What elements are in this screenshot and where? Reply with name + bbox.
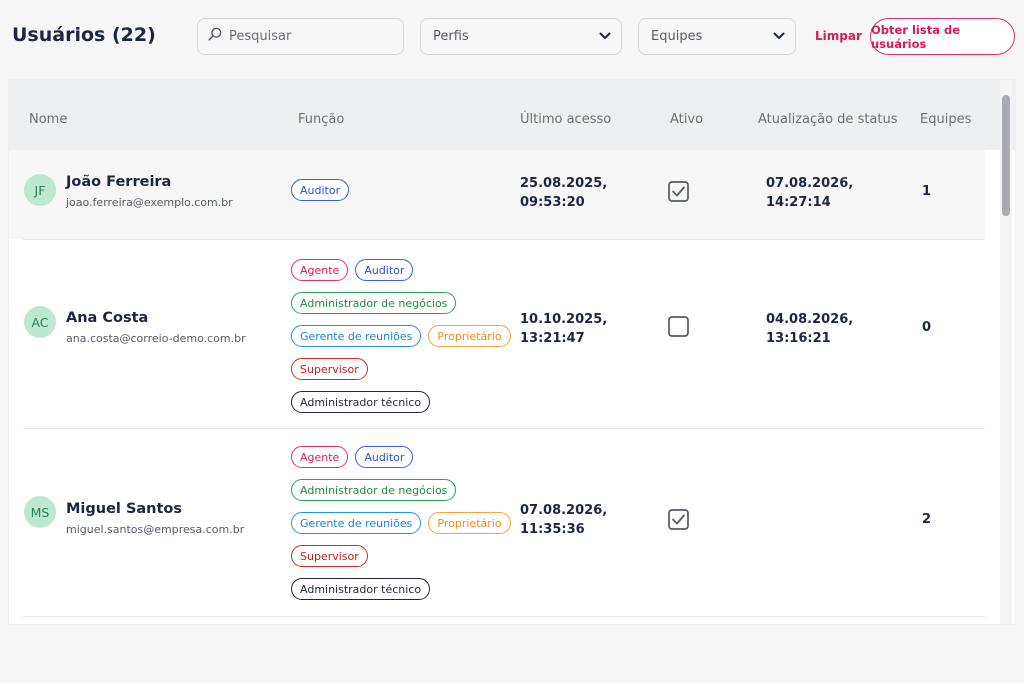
table-row[interactable]: MS Miguel Santos miguel.santos@empresa.c… [9, 429, 985, 616]
clear-filters-link[interactable]: Limpar [815, 29, 862, 43]
role-tag-supervisor: Supervisor [291, 358, 368, 380]
column-header-status-update[interactable]: Atualização de status [758, 112, 898, 127]
user-email: ana.costa@correio-demo.com.br [66, 332, 246, 345]
last-access-time: 13:21:47 [520, 331, 585, 346]
status-update-time: 14:27:14 [766, 195, 831, 210]
last-access-date: 25.08.2025, [520, 176, 608, 191]
row-divider [23, 616, 985, 617]
role-tag-business-admin: Administrador de negócios [291, 479, 457, 501]
role-tag-auditor: Auditor [355, 259, 414, 281]
status-update-date: 07.08.2026, [766, 176, 854, 191]
table-row[interactable]: JF João Ferreira joao.ferreira@exemplo.c… [9, 150, 985, 239]
toolbar: Usuários (22) Perfis Equipes Limpar Obte… [0, 0, 1024, 72]
last-access-date: 10.10.2025, [520, 312, 608, 327]
last-access: 07.08.2026, 11:35:36 [520, 501, 607, 539]
role-tag-owner: Proprietário [428, 325, 511, 347]
user-email: miguel.santos@empresa.com.br [66, 523, 245, 536]
role-tag-tech-admin: Administrador técnico [291, 391, 431, 413]
row-divider [23, 239, 985, 240]
user-email: joao.ferreira@exemplo.com.br [66, 196, 233, 209]
teams-count: 0 [922, 320, 932, 335]
role-tag-meeting-manager: Gerente de reuniões [291, 325, 422, 347]
role-tag-agente: Agente [291, 259, 349, 281]
user-name: Miguel Santos [66, 501, 183, 517]
avatar: MS [24, 496, 56, 528]
role-tag-tech-admin: Administrador técnico [291, 578, 431, 600]
role-tag-auditor: Auditor [291, 179, 350, 201]
table-header: Nome Função Último acesso Ativo Atualiza… [9, 80, 1015, 150]
last-access-time: 09:53:20 [520, 195, 585, 210]
avatar: AC [24, 306, 56, 338]
checkbox-checked-icon[interactable] [668, 509, 689, 530]
role-tag-agente: Agente [291, 446, 349, 468]
role-tags: Agente Auditor Administrador de negócios… [291, 259, 511, 424]
avatar: JF [24, 174, 56, 206]
users-table: Nome Função Último acesso Ativo Atualiza… [9, 80, 1015, 624]
perfis-dropdown-label: Perfis [433, 29, 469, 44]
search-input[interactable] [229, 29, 389, 44]
equipes-dropdown-label: Equipes [651, 29, 703, 44]
status-update: 07.08.2026, 14:27:14 [766, 174, 853, 212]
column-header-last-access[interactable]: Último acesso [520, 112, 612, 127]
scrollbar-track[interactable] [1000, 80, 1012, 624]
row-divider [23, 428, 985, 429]
column-header-active[interactable]: Ativo [670, 112, 704, 127]
last-access: 10.10.2025, 13:21:47 [520, 310, 607, 348]
role-tags: Auditor [291, 179, 350, 212]
column-header-name[interactable]: Nome [29, 112, 68, 127]
role-tag-auditor: Auditor [355, 446, 414, 468]
role-tags: Agente Auditor Administrador de negócios… [291, 446, 511, 611]
search-icon [208, 27, 222, 46]
chevron-down-icon [773, 29, 785, 44]
user-name: João Ferreira [66, 174, 172, 190]
export-users-button[interactable]: Obter lista de usuários [870, 18, 1015, 55]
checkbox-checked-icon[interactable] [668, 181, 689, 202]
last-access-date: 07.08.2026, [520, 503, 608, 518]
column-header-teams[interactable]: Equipes [920, 112, 972, 127]
role-tag-supervisor: Supervisor [291, 545, 368, 567]
status-update-time: 13:16:21 [766, 331, 831, 346]
status-update-date: 04.08.2026, [766, 312, 854, 327]
chevron-down-icon [599, 29, 611, 44]
scrollbar-thumb[interactable] [1002, 95, 1010, 216]
user-name: Ana Costa [66, 310, 149, 326]
page-title: Usuários (22) [12, 24, 156, 46]
column-header-role[interactable]: Função [298, 112, 345, 127]
table-row[interactable]: AC Ana Costa ana.costa@correio-demo.com.… [9, 240, 985, 428]
last-access: 25.08.2025, 09:53:20 [520, 174, 607, 212]
teams-count: 1 [922, 184, 932, 199]
equipes-dropdown[interactable]: Equipes [638, 18, 796, 55]
perfis-dropdown[interactable]: Perfis [420, 18, 622, 55]
role-tag-owner: Proprietário [428, 512, 511, 534]
checkbox-unchecked-icon[interactable] [668, 316, 689, 337]
status-update: 04.08.2026, 13:16:21 [766, 310, 853, 348]
role-tag-business-admin: Administrador de negócios [291, 292, 457, 314]
role-tag-meeting-manager: Gerente de reuniões [291, 512, 422, 534]
search-box[interactable] [197, 18, 404, 55]
teams-count: 2 [922, 512, 932, 527]
last-access-time: 11:35:36 [520, 522, 585, 537]
